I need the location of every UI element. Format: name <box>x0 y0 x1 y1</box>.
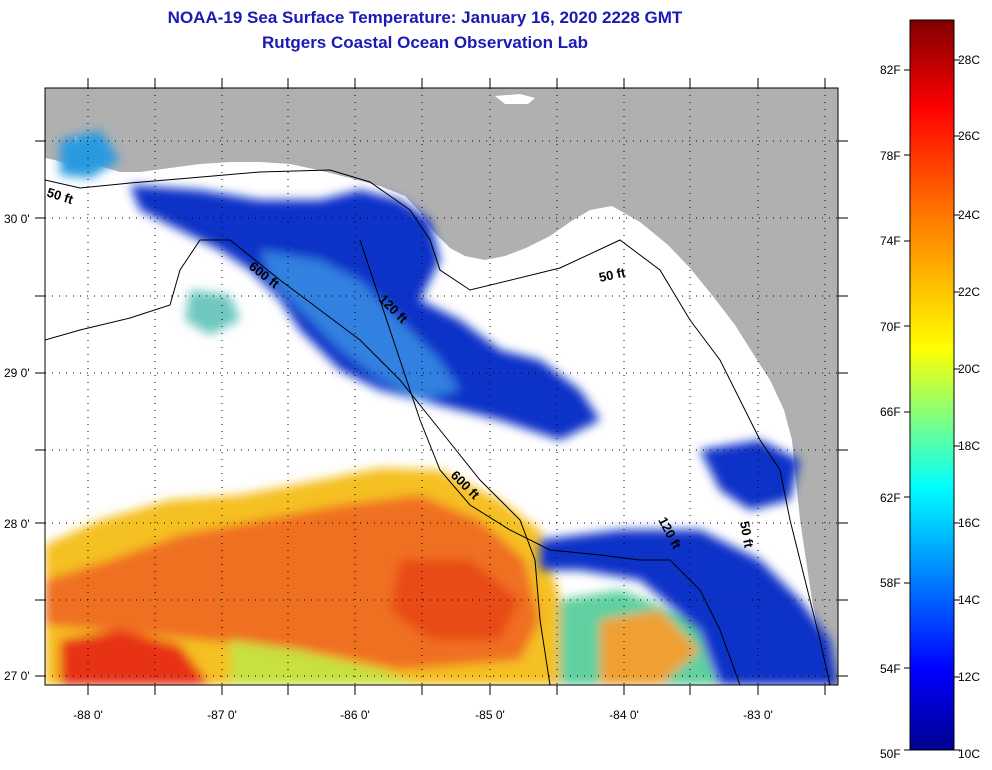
lake <box>495 94 535 104</box>
cb-f-82: 82F <box>880 63 901 77</box>
lat-label-28: 28 0' <box>4 517 30 531</box>
lat-lon-grid <box>45 88 838 685</box>
lat-label-27: 27 0' <box>4 669 30 683</box>
cb-f-70: 70F <box>880 320 901 334</box>
colorbar-ticks <box>904 59 960 751</box>
colorbar <box>909 19 955 751</box>
cb-c-22: 22C <box>958 285 980 299</box>
map-title: NOAA-19 Sea Surface Temperature: January… <box>167 8 683 27</box>
cb-f-78: 78F <box>880 149 901 163</box>
lon-label-86: -86 0' <box>340 708 370 722</box>
lon-label-83: -83 0' <box>743 708 773 722</box>
land <box>45 88 838 685</box>
cb-f-62: 62F <box>880 491 901 505</box>
cb-c-20: 20C <box>958 362 980 376</box>
contour-label-50ft-east: 50 ft <box>598 265 628 285</box>
warm-water-region <box>45 468 720 685</box>
map-frame <box>44 87 839 686</box>
cb-f-54: 54F <box>880 662 901 676</box>
lon-label-88: -88 0' <box>73 708 103 722</box>
depth-contours <box>45 169 831 685</box>
cb-c-10: 10C <box>958 747 980 761</box>
cb-f-58: 58F <box>880 576 901 590</box>
cb-f-66: 66F <box>880 405 901 419</box>
cb-c-26: 26C <box>958 129 980 143</box>
contour-label-50ft-south: 50 ft <box>737 520 757 550</box>
cb-c-28: 28C <box>958 53 980 67</box>
cb-c-24: 24C <box>958 208 980 222</box>
cold-water-region <box>60 130 838 685</box>
cb-f-50: 50F <box>880 747 901 761</box>
cb-c-18: 18C <box>958 439 980 453</box>
cb-c-16: 16C <box>958 516 980 530</box>
map-subtitle: Rutgers Coastal Ocean Observation Lab <box>262 33 588 52</box>
lon-label-85: -85 0' <box>475 708 505 722</box>
cb-c-14: 14C <box>958 593 980 607</box>
cb-f-74: 74F <box>880 234 901 248</box>
lat-label-29: 29 0' <box>4 366 30 380</box>
lon-label-84: -84 0' <box>609 708 639 722</box>
lat-label-30: 30 0' <box>4 212 30 226</box>
lon-label-87: -87 0' <box>207 708 237 722</box>
cb-c-12: 12C <box>958 670 980 684</box>
axis-ticks <box>35 78 848 695</box>
